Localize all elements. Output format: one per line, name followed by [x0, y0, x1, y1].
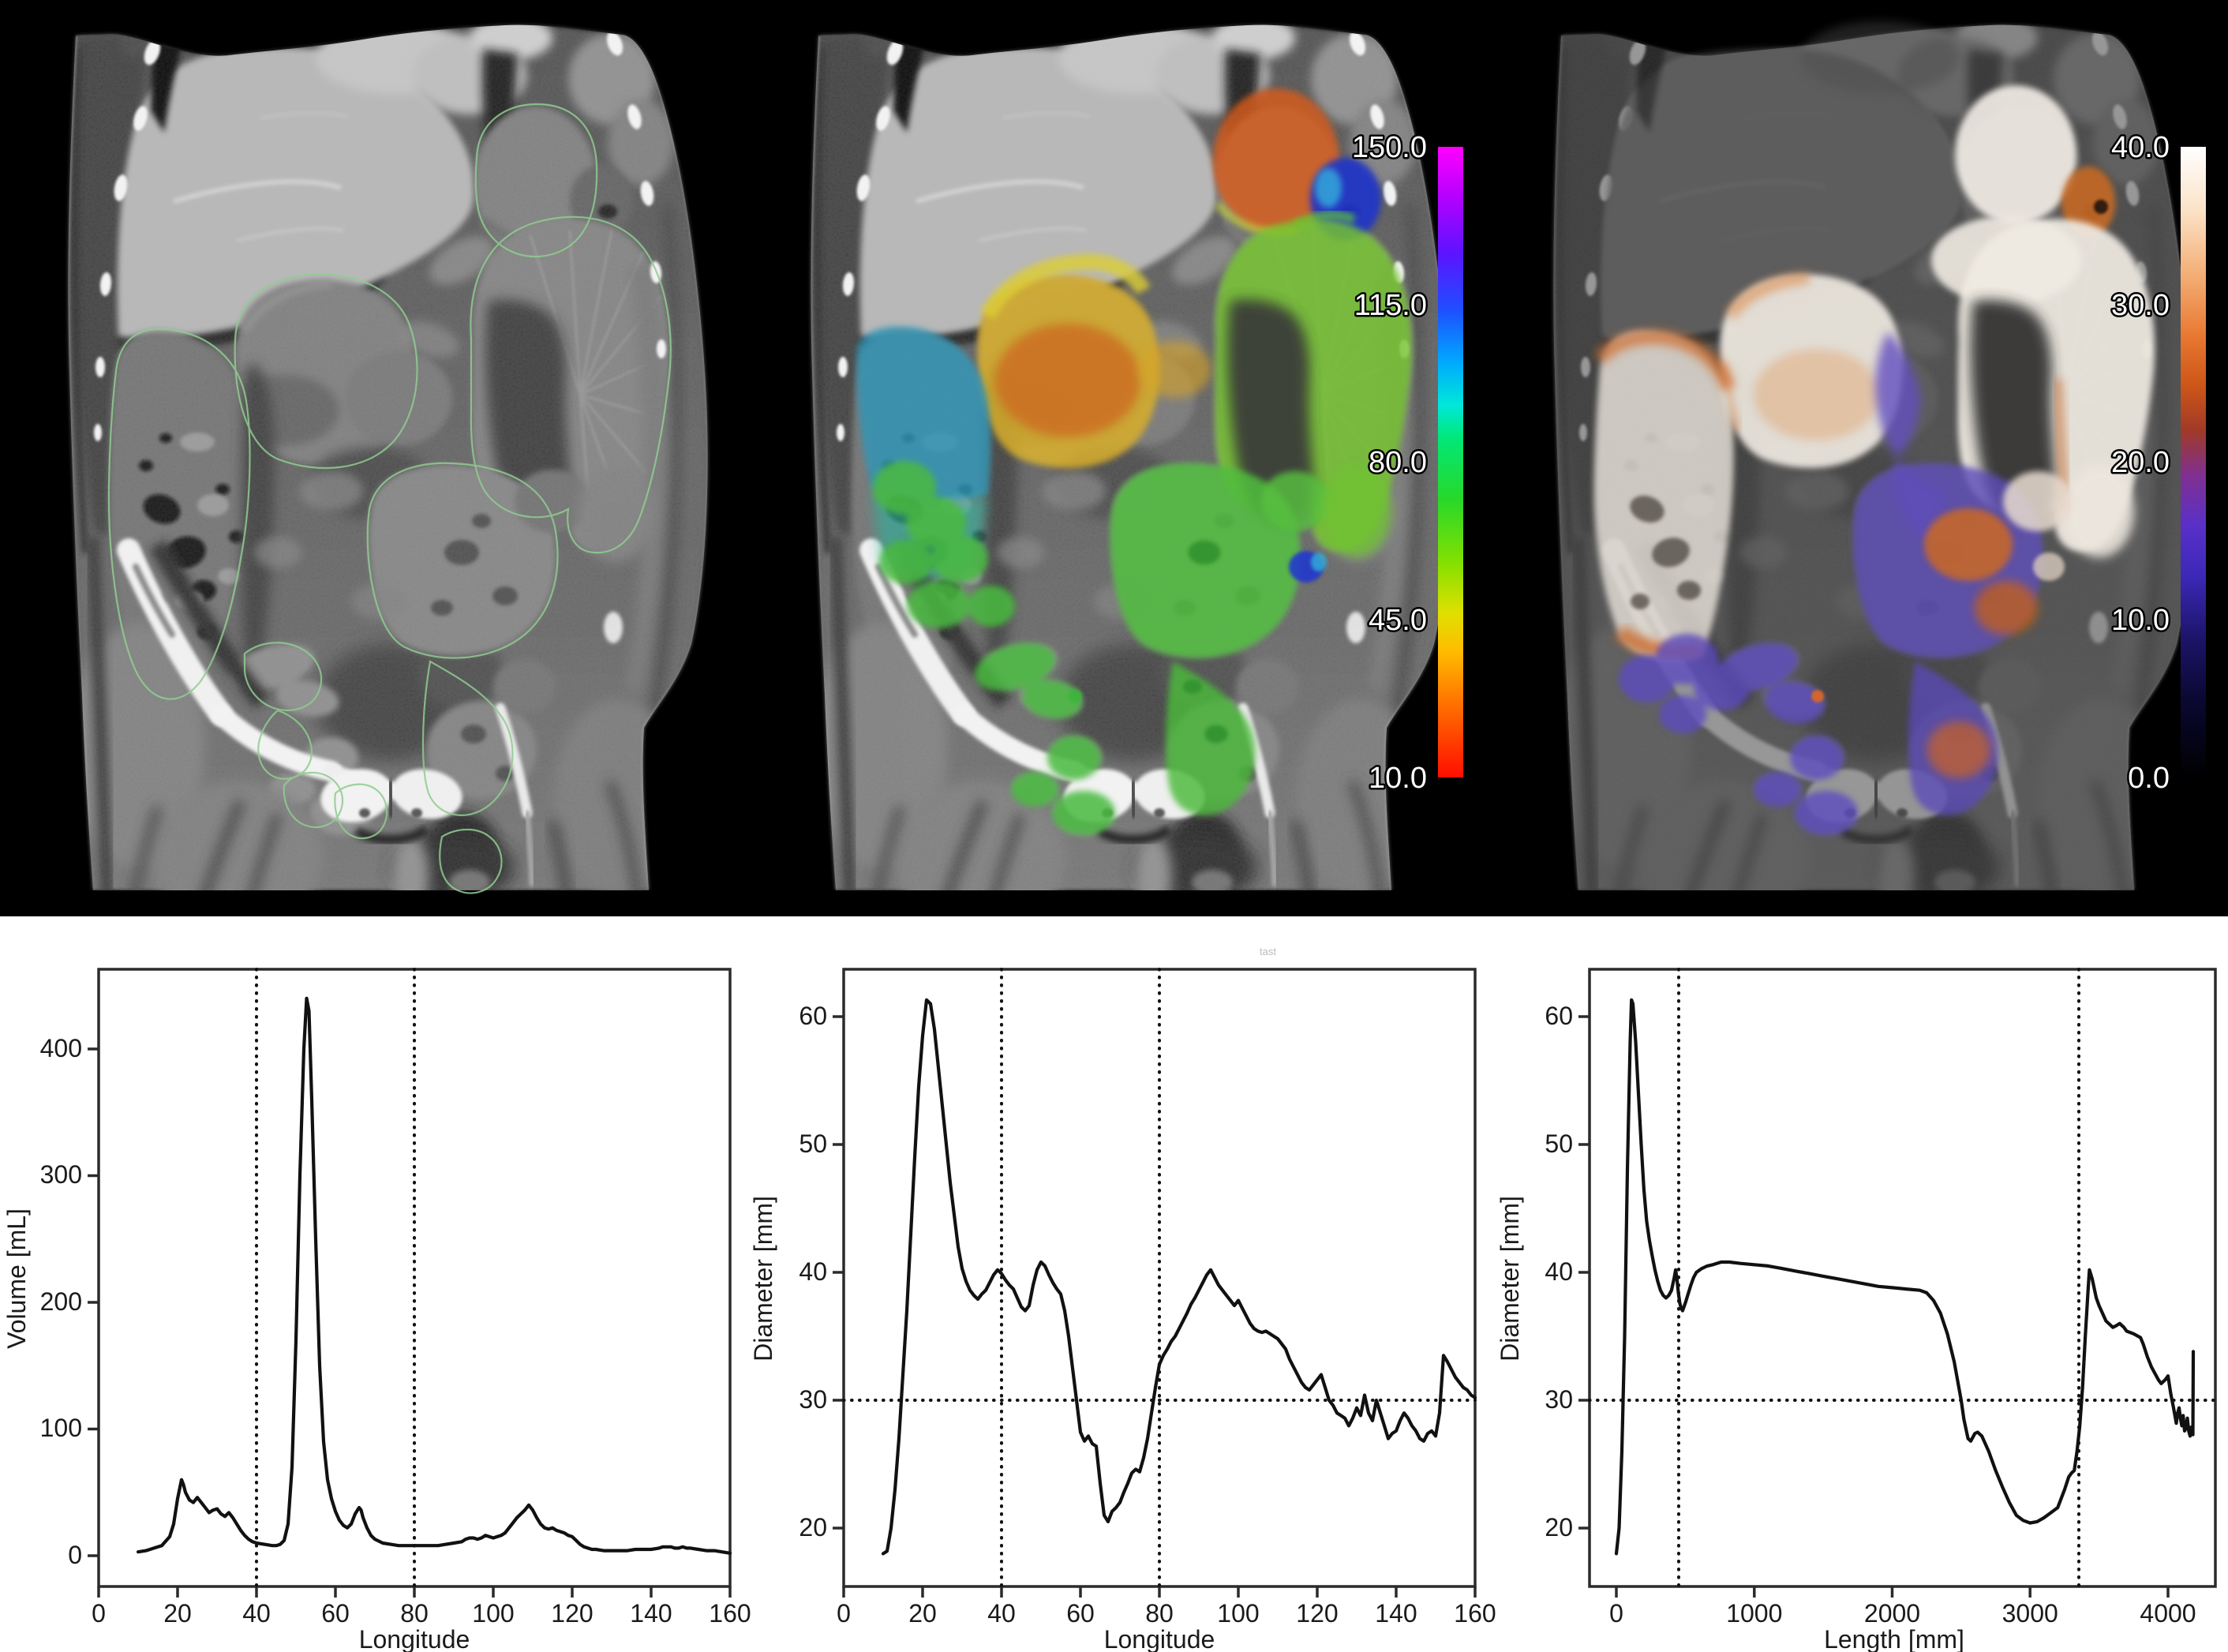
- svg-text:Length [mm]: Length [mm]: [1824, 1625, 1964, 1652]
- svg-text:50: 50: [799, 1129, 827, 1158]
- svg-text:3000: 3000: [2002, 1599, 2058, 1628]
- svg-text:0: 0: [1609, 1599, 1623, 1628]
- svg-text:4000: 4000: [2140, 1599, 2196, 1628]
- svg-text:60: 60: [1066, 1599, 1095, 1628]
- svg-text:300: 300: [40, 1160, 82, 1189]
- svg-text:45.0: 45.0: [1369, 604, 1427, 637]
- svg-text:30.0: 30.0: [2111, 289, 2170, 322]
- svg-text:0: 0: [68, 1541, 82, 1569]
- svg-text:Diameter [mm]: Diameter [mm]: [749, 1196, 777, 1362]
- svg-text:Diameter [mm]: Diameter [mm]: [1496, 1196, 1524, 1362]
- svg-text:40: 40: [242, 1599, 271, 1628]
- svg-text:Volume [mL]: Volume [mL]: [2, 1208, 31, 1349]
- svg-text:400: 400: [40, 1034, 82, 1062]
- svg-text:30: 30: [1545, 1385, 1573, 1414]
- svg-text:2000: 2000: [1864, 1599, 1920, 1628]
- svg-text:10.0: 10.0: [1369, 762, 1427, 795]
- svg-text:100: 100: [472, 1599, 514, 1628]
- svg-text:100: 100: [40, 1414, 82, 1442]
- svg-text:100: 100: [1217, 1599, 1259, 1628]
- svg-text:1000: 1000: [1726, 1599, 1782, 1628]
- svg-text:115.0: 115.0: [1354, 289, 1427, 322]
- svg-text:tast: tast: [1260, 946, 1276, 957]
- svg-text:20: 20: [908, 1599, 937, 1628]
- svg-text:60: 60: [1545, 1002, 1573, 1030]
- svg-text:Longitude: Longitude: [359, 1625, 470, 1652]
- svg-text:140: 140: [630, 1599, 672, 1628]
- svg-text:140: 140: [1375, 1599, 1417, 1628]
- svg-text:80: 80: [400, 1599, 429, 1628]
- svg-text:10.0: 10.0: [2111, 604, 2170, 637]
- svg-text:150.0: 150.0: [1352, 131, 1427, 164]
- svg-text:80: 80: [1145, 1599, 1174, 1628]
- svg-text:Longitude: Longitude: [1104, 1625, 1215, 1652]
- svg-text:120: 120: [551, 1599, 593, 1628]
- svg-text:20.0: 20.0: [2111, 446, 2170, 479]
- svg-text:40: 40: [799, 1257, 827, 1286]
- svg-text:80.0: 80.0: [1369, 446, 1427, 479]
- svg-text:40: 40: [987, 1599, 1016, 1628]
- svg-text:50: 50: [1545, 1129, 1573, 1158]
- svg-text:20: 20: [1545, 1513, 1573, 1541]
- svg-text:40.0: 40.0: [2111, 131, 2170, 164]
- svg-text:20: 20: [163, 1599, 192, 1628]
- svg-text:20: 20: [799, 1513, 827, 1541]
- svg-text:0: 0: [92, 1599, 106, 1628]
- svg-text:160: 160: [1454, 1599, 1496, 1628]
- svg-text:0.0: 0.0: [2128, 762, 2170, 795]
- svg-text:60: 60: [799, 1002, 827, 1030]
- svg-text:40: 40: [1545, 1257, 1573, 1286]
- svg-text:0: 0: [837, 1599, 851, 1628]
- svg-text:200: 200: [40, 1287, 82, 1316]
- svg-text:160: 160: [709, 1599, 751, 1628]
- svg-text:60: 60: [321, 1599, 350, 1628]
- svg-text:120: 120: [1296, 1599, 1338, 1628]
- svg-text:30: 30: [799, 1385, 827, 1414]
